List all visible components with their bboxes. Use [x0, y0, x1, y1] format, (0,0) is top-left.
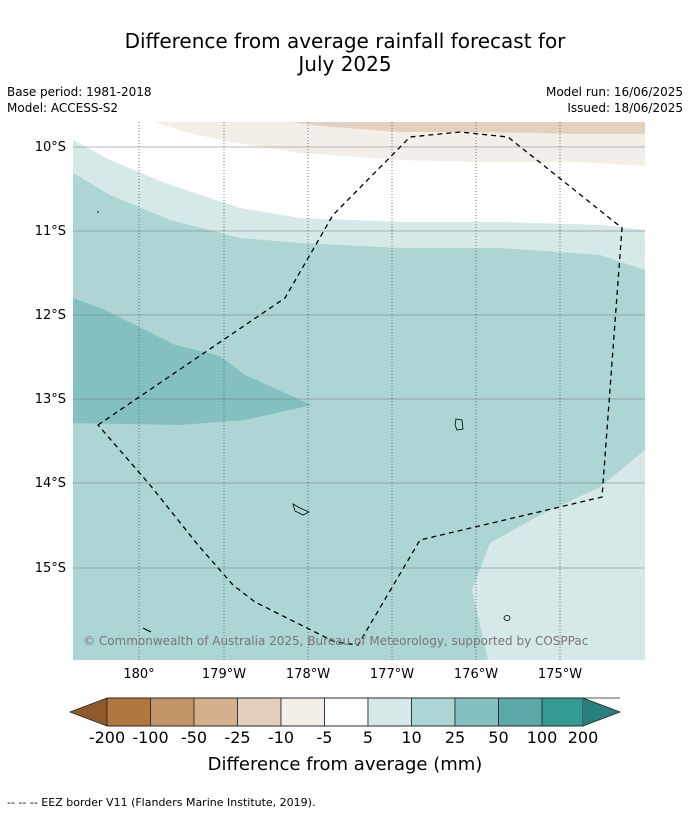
eez-border — [97, 131, 623, 646]
colorbar-arrow-right — [583, 698, 620, 726]
meta-right: Model run: 16/06/2025 Issued: 18/06/2025 — [546, 84, 683, 116]
tick-label-7: 5 — [363, 728, 373, 747]
band-dry-10-25 — [290, 122, 645, 134]
island-dot — [97, 211, 99, 213]
lat-label-13s: 13°S — [35, 392, 66, 407]
colorbar — [68, 697, 622, 727]
colorbar-cell-5 — [280, 697, 325, 727]
colorbar-arrow-left — [70, 698, 107, 726]
map-area: © Commonwealth of Australia 2025, Bureau… — [73, 122, 645, 660]
island-tutuila — [292, 503, 310, 516]
model-run: Model run: 16/06/2025 — [545, 85, 683, 99]
title-line-2: July 2025 — [298, 52, 392, 76]
issued-date: Issued: 18/06/2025 — [567, 101, 683, 115]
eez-footnote: -- -- -- EEZ border V11 (Flanders Marine… — [7, 796, 316, 809]
tick-label-5: -10 — [268, 728, 294, 747]
model-name: Model: ACCESS-S2 — [7, 101, 119, 115]
lon-label-178w: 178°W — [286, 667, 330, 682]
lat-label-12s: 12°S — [35, 308, 66, 323]
colorbar-cell-7 — [367, 697, 412, 727]
band-5-10-south — [472, 450, 645, 660]
lat-label-14s: 14°S — [35, 476, 66, 491]
lon-label-175w: 175°W — [538, 667, 582, 682]
title-line-1: Difference from average rainfall forecas… — [124, 29, 566, 53]
tick-label-3: -50 — [181, 728, 207, 747]
colorbar-ticks: -200 -100 -50 -25 -10 -5 5 10 25 50 100 … — [89, 728, 598, 747]
tick-label-6: -5 — [317, 728, 333, 747]
lon-label-177w: 177°W — [370, 667, 414, 682]
lat-label-15s: 15°S — [35, 561, 66, 576]
lon-labels: 180° 179°W 178°W 177°W 176°W 175°W — [123, 667, 582, 682]
lat-labels: 10°S 11°S 12°S 13°S 14°S 15°S — [35, 140, 66, 576]
tick-label-1: -200 — [89, 728, 125, 747]
chart-title: Difference from average rainfall forecas… — [0, 30, 690, 76]
colorbar-cell-8 — [411, 697, 456, 727]
colorbar-cell-10 — [498, 697, 543, 727]
tick-label-8: 10 — [401, 728, 421, 747]
lon-label-176w: 176°W — [454, 667, 498, 682]
colorbar-label: Difference from average (mm) — [208, 754, 483, 775]
island-islet — [142, 627, 152, 633]
colorbar-cell-6 — [324, 697, 369, 727]
tick-label-10: 50 — [488, 728, 508, 747]
band-5-10-north — [73, 140, 645, 270]
lon-label-179w: 179°W — [202, 667, 246, 682]
graticule-lat — [73, 146, 645, 569]
colorbar-cell-4 — [237, 697, 282, 727]
colorbar-cell-2 — [150, 697, 195, 727]
tick-label-9: 25 — [445, 728, 465, 747]
colorbar-cell-11 — [541, 697, 584, 727]
band-wet-25-50 — [73, 298, 312, 425]
lon-label-180: 180° — [123, 667, 154, 682]
tick-label-2: -100 — [132, 728, 168, 747]
colorbar-cell-9 — [454, 697, 499, 727]
band-dry-5-10 — [155, 122, 645, 166]
colorbar-cell-1 — [106, 697, 151, 727]
tick-label-4: -25 — [224, 728, 250, 747]
lat-label-11s: 11°S — [35, 224, 66, 239]
island-swains — [454, 418, 464, 431]
base-period: Base period: 1981-2018 — [7, 85, 152, 99]
tick-label-11: 100 — [527, 728, 558, 747]
lat-label-10s: 10°S — [35, 140, 66, 155]
copyright-text: © Commonwealth of Australia 2025, Bureau… — [83, 634, 588, 648]
meta-left: Base period: 1981-2018 Model: ACCESS-S2 — [7, 84, 152, 116]
colorbar-outline — [68, 697, 622, 727]
island-rose — [503, 615, 511, 621]
tick-label-12: 200 — [568, 728, 599, 747]
colorbar-cell-3 — [193, 697, 238, 727]
rainfall-map: © Commonwealth of Australia 2025, Bureau… — [35, 122, 645, 775]
